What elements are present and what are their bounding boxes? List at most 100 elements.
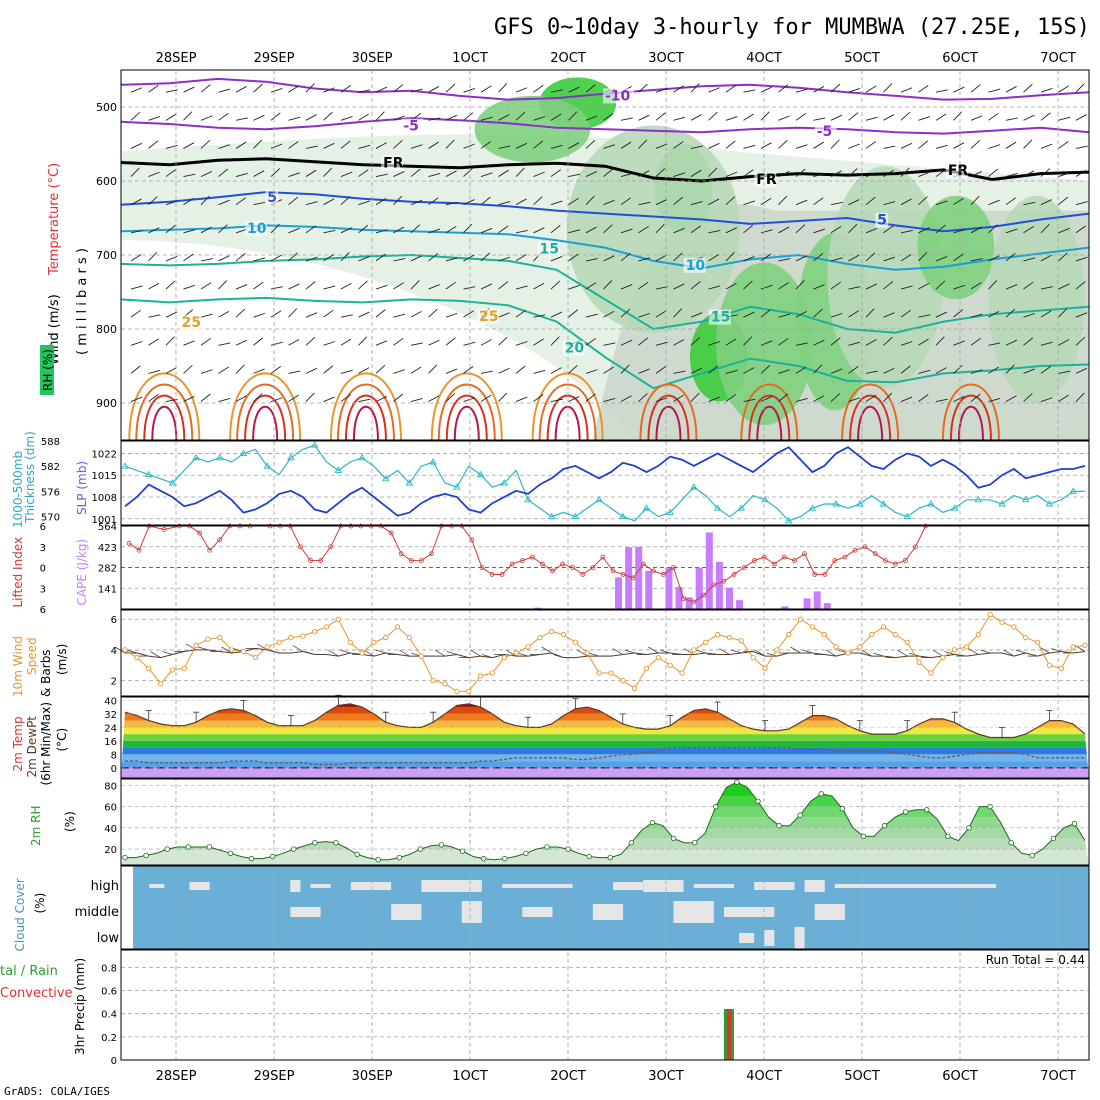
rh-band	[121, 817, 1089, 828]
wind-barb	[830, 170, 842, 177]
wind-barb	[148, 116, 161, 121]
wind-barb	[1075, 367, 1088, 374]
wind10m-barb	[968, 648, 979, 655]
wind-barb	[743, 224, 754, 234]
wind-barb	[148, 84, 159, 93]
wind-barb	[1023, 170, 1035, 177]
wind-barb	[865, 196, 876, 206]
wind-barb	[778, 84, 789, 93]
warm-isotherm-loop	[430, 372, 503, 440]
wind-barb	[795, 168, 806, 177]
wind-speed-marker	[347, 639, 353, 645]
wind-barb	[585, 258, 598, 262]
wind-barb	[130, 365, 141, 374]
wind10m-barb	[1003, 649, 1015, 657]
rh-marker	[396, 854, 402, 861]
wind-speed-marker	[750, 654, 756, 661]
wind-barb	[935, 113, 947, 121]
wind10m-barb	[197, 646, 209, 651]
thickness-tick-label: 588	[41, 437, 60, 448]
wind-barb	[410, 366, 422, 374]
wind-barb	[253, 368, 265, 374]
wind-speed-marker	[999, 619, 1005, 625]
contour-label: FR	[948, 163, 969, 179]
wind-barb	[165, 89, 178, 93]
lifted-index-marker	[610, 568, 616, 574]
rh-marker	[987, 803, 993, 810]
wind-barb	[900, 309, 912, 318]
wind-barb	[795, 224, 806, 234]
wind-barb	[445, 139, 455, 149]
wind-barb	[655, 223, 665, 234]
wind-barb	[848, 112, 859, 121]
warm-isotherm-loop	[841, 383, 900, 440]
wind-barb	[148, 171, 160, 177]
wind-barb	[183, 253, 194, 262]
thickness-marker	[216, 453, 224, 461]
wind-barb	[533, 227, 545, 234]
wind-barb	[970, 226, 982, 234]
wind-barb	[673, 283, 685, 290]
wind-barb	[795, 366, 807, 374]
wind10m-barb	[363, 649, 375, 657]
wind10m-barb	[719, 648, 730, 655]
wind10m-barb	[932, 649, 943, 657]
rh-marker	[734, 779, 740, 785]
wind10m-barb	[553, 654, 564, 658]
wind-barb	[1058, 116, 1071, 121]
wind10m-barb	[399, 649, 410, 657]
wind-barb	[638, 170, 650, 177]
isotherm-line	[121, 157, 1089, 183]
wind-barb	[375, 284, 388, 290]
wind-barb	[253, 170, 265, 177]
wind-barb	[323, 111, 333, 121]
thickness-marker	[1045, 500, 1054, 507]
wind10m-barb	[980, 649, 991, 654]
lifted-index-marker	[771, 561, 777, 567]
cape-tick-label: 564	[98, 522, 117, 533]
wind-barb	[340, 196, 351, 206]
wind-barb	[1005, 339, 1018, 346]
pressure-tick-label: 800	[96, 323, 117, 336]
contour-label: -10	[605, 88, 631, 104]
wind-barb	[340, 338, 352, 346]
lifted-index-marker	[761, 554, 767, 560]
wind-barb	[953, 142, 965, 149]
rh-label-2: (%)	[63, 811, 77, 832]
wind-barb	[130, 341, 143, 346]
wind-barb	[655, 168, 666, 177]
cloud-frame	[120, 865, 1090, 950]
wind-barb	[603, 144, 616, 149]
temp-band	[121, 713, 1089, 721]
lifted-index-marker	[408, 558, 414, 563]
wind-barb	[620, 117, 633, 121]
cape-bar	[736, 600, 744, 609]
wind-barb	[270, 366, 282, 374]
precip-label: 3hr Precip (mm)	[73, 958, 87, 1055]
wind-barb	[358, 398, 371, 402]
wind-barb	[918, 84, 929, 93]
rh-marker	[375, 856, 381, 863]
wind-barb	[673, 339, 685, 346]
wind-label-2: Speed	[25, 637, 39, 675]
wind10m-barb	[731, 649, 742, 654]
wind-barb	[288, 370, 301, 374]
thickness-marker	[618, 512, 627, 520]
wind-barb	[620, 339, 633, 346]
contour-label-bg	[476, 308, 499, 324]
wind-barb	[375, 340, 388, 346]
wind-barb	[568, 253, 579, 262]
wind-speed-marker	[703, 639, 709, 645]
wind-barb	[673, 85, 684, 93]
thickness-marker	[168, 479, 177, 486]
wind-barb	[953, 396, 965, 402]
cape-bar	[715, 561, 723, 609]
wind-barb	[148, 282, 160, 290]
wind-barb	[253, 281, 264, 290]
thickness-marker	[571, 512, 580, 520]
thickness-label-line1: 1000-500mb	[11, 451, 25, 528]
wind-barb	[375, 111, 385, 121]
rh-marker	[164, 846, 170, 852]
wind-barb	[638, 83, 648, 93]
